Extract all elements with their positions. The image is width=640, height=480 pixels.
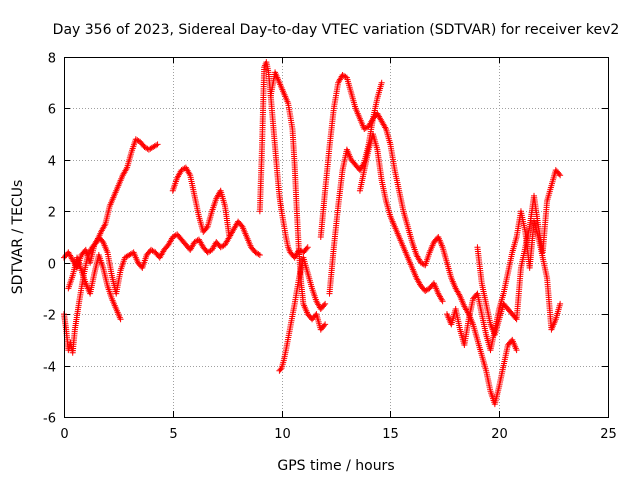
series-trace-j (356, 131, 446, 305)
data-point (256, 252, 263, 258)
x-tick-label: 25 (600, 427, 617, 442)
y-tick-label: 2 (48, 206, 56, 221)
x-tick-label: 5 (169, 427, 177, 442)
axis-ticks: 0 5 10 15 20 25 -6 -4 -2 0 2 4 6 8 (43, 52, 617, 443)
x-axis-label: GPS time / hours (277, 458, 394, 474)
series-trace-f (267, 69, 329, 333)
y-tick-label: 4 (48, 155, 56, 170)
data-point (512, 315, 519, 321)
data-point (513, 347, 520, 354)
series-trace-h (317, 72, 520, 408)
data-point (557, 172, 564, 179)
data-point (556, 171, 563, 177)
x-tick-label: 10 (274, 427, 291, 442)
y-tick-label: 8 (48, 52, 56, 67)
plot-frame (64, 57, 609, 418)
data-point (439, 298, 446, 305)
data-point (226, 234, 233, 240)
y-tick-label: 0 (48, 258, 56, 273)
series-trace-l (474, 167, 564, 338)
series-trace-c (65, 252, 124, 323)
x-tick-label: 15 (382, 427, 399, 442)
y-tick-label: -6 (43, 412, 56, 427)
data-points (61, 59, 564, 408)
series-trace-a (61, 136, 161, 356)
y-tick-label: 6 (48, 103, 56, 118)
series-trace-k (443, 208, 564, 354)
data-point (322, 300, 329, 307)
series-trace-b (61, 218, 263, 297)
data-point (557, 300, 564, 307)
y-tick-label: -4 (43, 361, 56, 376)
data-point (322, 321, 329, 328)
data-point (321, 322, 328, 329)
data-point (255, 251, 262, 258)
data-point (303, 245, 310, 252)
x-tick-label: 0 (60, 427, 68, 442)
data-point (321, 302, 328, 309)
data-point (304, 244, 311, 251)
data-point (154, 141, 161, 148)
series-trace-d (169, 164, 233, 240)
y-tick-label: -2 (43, 309, 56, 324)
series-trace-g (276, 254, 329, 374)
data-point (203, 225, 210, 231)
data-point (378, 79, 385, 86)
chart-title: Day 356 of 2023, Sidereal Day-to-day VTE… (53, 22, 620, 38)
data-point (117, 316, 124, 323)
y-axis-label: SDTVAR / TECUs (10, 180, 26, 295)
x-tick-label: 20 (491, 427, 508, 442)
data-point (277, 366, 284, 373)
data-point (153, 142, 160, 149)
data-point (99, 237, 106, 244)
